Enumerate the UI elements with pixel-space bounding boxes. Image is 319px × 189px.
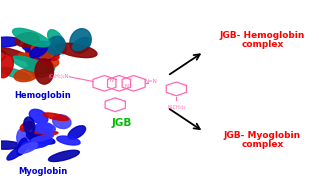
Ellipse shape [30,44,48,58]
Ellipse shape [39,124,55,134]
Ellipse shape [32,62,55,77]
Ellipse shape [29,109,48,124]
Text: N: N [124,84,128,89]
Text: JGB- Hemoglobin: JGB- Hemoglobin [219,31,305,40]
Ellipse shape [30,135,55,144]
Ellipse shape [35,128,51,147]
Ellipse shape [26,46,59,60]
Ellipse shape [20,122,34,131]
Ellipse shape [15,33,40,47]
Ellipse shape [72,37,91,51]
Ellipse shape [17,138,27,155]
Ellipse shape [48,30,66,54]
Ellipse shape [0,67,31,79]
Ellipse shape [48,150,79,162]
Ellipse shape [35,59,54,84]
Ellipse shape [43,113,69,121]
Ellipse shape [17,128,31,148]
Ellipse shape [24,66,52,73]
Ellipse shape [31,44,54,59]
Text: Myoglobin: Myoglobin [18,167,67,176]
Text: Hemoglobin: Hemoglobin [14,91,71,100]
Ellipse shape [0,49,5,63]
Ellipse shape [56,43,97,58]
Ellipse shape [0,48,33,61]
Ellipse shape [12,56,48,72]
Ellipse shape [0,37,20,47]
Ellipse shape [14,69,38,82]
Ellipse shape [12,28,50,47]
Ellipse shape [21,138,52,149]
Text: N: N [110,78,114,83]
Ellipse shape [22,41,58,53]
Ellipse shape [34,122,53,133]
Ellipse shape [32,135,54,141]
Ellipse shape [68,126,85,139]
Ellipse shape [25,45,47,59]
Ellipse shape [33,125,45,137]
Ellipse shape [28,49,61,59]
Ellipse shape [26,44,48,64]
Ellipse shape [30,131,58,136]
Ellipse shape [53,115,71,129]
Text: N(CH₃)₂: N(CH₃)₂ [167,105,186,110]
Ellipse shape [57,136,80,145]
Ellipse shape [28,52,50,65]
Text: complex: complex [241,140,283,149]
Text: JGB: JGB [111,118,132,128]
Ellipse shape [7,145,27,160]
Ellipse shape [47,36,65,54]
Ellipse shape [0,55,13,78]
Ellipse shape [19,143,38,153]
Ellipse shape [26,55,59,69]
Ellipse shape [25,43,51,60]
Ellipse shape [0,141,20,149]
Ellipse shape [24,117,35,134]
Text: JGB- Myoglobin: JGB- Myoglobin [224,131,301,140]
Text: N=N: N=N [145,79,158,84]
Ellipse shape [19,53,53,66]
Text: (C₂H₅)₂N: (C₂H₅)₂N [49,74,69,79]
Ellipse shape [70,29,91,53]
Text: complex: complex [241,40,283,49]
Ellipse shape [26,133,39,142]
